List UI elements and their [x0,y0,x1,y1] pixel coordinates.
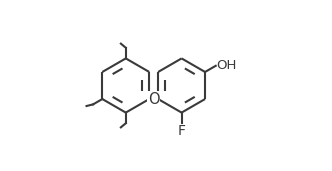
Text: OH: OH [216,59,237,72]
Text: F: F [178,124,186,138]
Text: O: O [148,91,159,107]
